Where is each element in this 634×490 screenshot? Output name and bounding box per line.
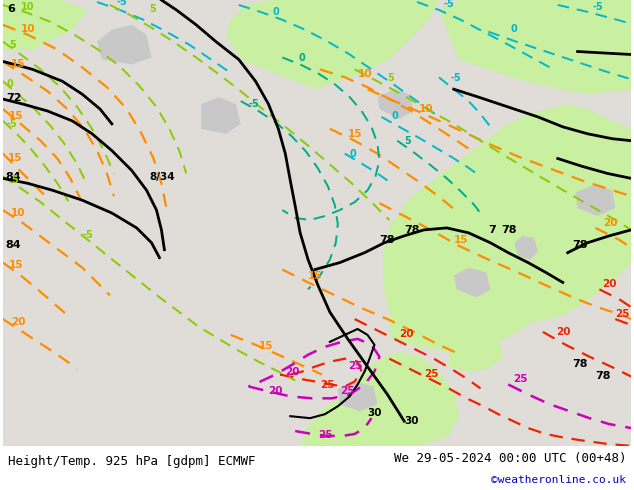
Text: ©weatheronline.co.uk: ©weatheronline.co.uk — [491, 475, 626, 485]
Text: 10: 10 — [358, 69, 372, 79]
Polygon shape — [576, 184, 615, 216]
Text: 78: 78 — [573, 240, 588, 250]
Text: -5: -5 — [82, 230, 93, 240]
Text: -5: -5 — [451, 73, 462, 83]
Text: 10: 10 — [419, 104, 434, 114]
Text: 10: 10 — [21, 2, 34, 12]
Text: 0: 0 — [391, 111, 398, 121]
Text: 78: 78 — [379, 235, 395, 245]
Text: 5: 5 — [9, 40, 16, 49]
Text: -5: -5 — [592, 2, 603, 12]
Text: 5: 5 — [11, 175, 18, 185]
Polygon shape — [449, 327, 503, 371]
Polygon shape — [439, 0, 631, 94]
Text: -5: -5 — [249, 99, 259, 109]
Text: 20: 20 — [285, 367, 300, 376]
Polygon shape — [201, 97, 241, 134]
Polygon shape — [97, 25, 152, 64]
Text: 20: 20 — [556, 327, 571, 337]
Text: 0: 0 — [298, 53, 305, 63]
Text: -5: -5 — [444, 0, 455, 9]
Polygon shape — [3, 0, 87, 49]
Polygon shape — [377, 89, 414, 119]
Text: 0: 0 — [350, 148, 356, 159]
Text: 5: 5 — [150, 4, 157, 14]
Text: 0: 0 — [510, 24, 517, 34]
Text: We 29-05-2024 00:00 UTC (00+48): We 29-05-2024 00:00 UTC (00+48) — [394, 452, 626, 465]
Text: 10: 10 — [11, 208, 25, 218]
Text: 15: 15 — [308, 271, 323, 281]
Polygon shape — [300, 352, 458, 446]
Text: 6: 6 — [7, 4, 15, 14]
Text: 25: 25 — [347, 361, 362, 370]
Text: 8/34: 8/34 — [150, 172, 175, 182]
Text: 78: 78 — [573, 359, 588, 368]
Text: 20: 20 — [602, 279, 617, 290]
Text: 84: 84 — [6, 240, 22, 250]
Text: 0: 0 — [7, 79, 13, 89]
Polygon shape — [382, 104, 631, 352]
Polygon shape — [528, 238, 578, 287]
Text: 10: 10 — [21, 24, 36, 34]
Text: 15: 15 — [454, 235, 469, 245]
Text: -5: -5 — [7, 119, 18, 129]
Text: 25: 25 — [615, 309, 630, 319]
Text: 7: 7 — [488, 225, 496, 235]
Polygon shape — [514, 236, 538, 260]
Text: 84: 84 — [6, 172, 22, 182]
Text: 15: 15 — [9, 260, 23, 270]
Text: 15: 15 — [9, 111, 23, 121]
Text: 15: 15 — [8, 152, 22, 163]
Text: 25: 25 — [320, 380, 335, 391]
Text: 30: 30 — [368, 408, 382, 418]
Text: 15: 15 — [347, 129, 362, 139]
Text: 20: 20 — [604, 218, 618, 228]
Text: 5: 5 — [387, 73, 394, 83]
Polygon shape — [454, 268, 491, 297]
Text: 15: 15 — [259, 341, 273, 351]
Text: 25: 25 — [340, 387, 354, 396]
Text: -5: -5 — [117, 0, 127, 7]
Polygon shape — [226, 0, 439, 89]
Polygon shape — [338, 382, 377, 411]
Text: 25: 25 — [513, 374, 527, 385]
Text: 5: 5 — [404, 136, 411, 146]
Text: 78: 78 — [595, 370, 611, 381]
Text: 20: 20 — [11, 317, 25, 327]
Text: 78: 78 — [501, 225, 517, 235]
Text: 25: 25 — [424, 368, 439, 379]
Text: Height/Temp. 925 hPa [gdpm] ECMWF: Height/Temp. 925 hPa [gdpm] ECMWF — [8, 455, 255, 468]
Text: 20: 20 — [268, 387, 283, 396]
Text: 0: 0 — [273, 7, 279, 17]
Text: 20: 20 — [399, 329, 414, 339]
Text: 25: 25 — [318, 430, 332, 440]
Text: 78: 78 — [404, 225, 420, 235]
Text: 30: 30 — [404, 416, 418, 426]
Text: 72: 72 — [6, 93, 22, 103]
Text: 15: 15 — [11, 59, 25, 70]
